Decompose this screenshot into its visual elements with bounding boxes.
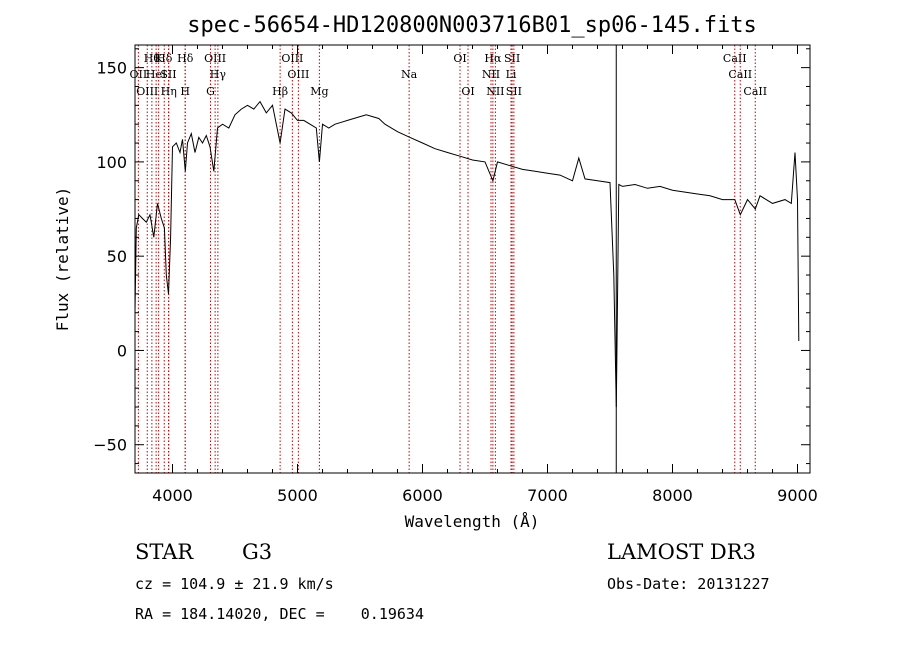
y-tick-label: −50 xyxy=(93,436,127,455)
reference-label: OI xyxy=(453,52,466,65)
y-tick-label: 50 xyxy=(107,247,127,266)
reference-lines xyxy=(137,45,756,473)
spectrum-line xyxy=(134,100,800,408)
plot-frame xyxy=(134,44,811,474)
reference-label: OIII xyxy=(136,85,158,98)
y-axis-ticks: −50 0 50 100 150 xyxy=(93,48,810,465)
y-tick-label: 150 xyxy=(96,59,127,78)
y-axis-label: Flux (relative) xyxy=(53,187,72,332)
reference-label: Hθ xyxy=(144,52,161,65)
reference-label: Hγ xyxy=(210,68,227,81)
class-label: STAR xyxy=(135,540,194,564)
reference-label: CaII xyxy=(723,52,747,65)
x-tick-label: 4000 xyxy=(152,486,193,505)
x-tick-label: 7000 xyxy=(527,486,568,505)
redshift-label: cz = 104.9 ± 21.9 km/s xyxy=(135,575,334,593)
reference-label: Hβ xyxy=(272,85,288,98)
reference-label: Li xyxy=(506,68,517,81)
reference-label: G xyxy=(206,85,215,98)
y-tick-label: 100 xyxy=(96,153,127,172)
reference-label: CaII xyxy=(728,68,752,81)
x-tick-label: 8000 xyxy=(652,486,693,505)
chart-title: spec-56654-HD120800N003716B01_sp06-145.f… xyxy=(187,13,757,38)
x-tick-label: 5000 xyxy=(277,486,318,505)
subclass-label: G3 xyxy=(242,540,273,564)
reference-label: Hδ xyxy=(177,52,194,65)
x-axis-label: Wavelength (Å) xyxy=(405,512,540,531)
reference-label: NII xyxy=(486,85,504,98)
reference-label: SII xyxy=(506,85,522,98)
reference-label: OI xyxy=(461,85,474,98)
x-tick-label: 6000 xyxy=(402,486,443,505)
reference-label: H xyxy=(180,85,190,98)
x-axis-ticks: 4000 5000 6000 7000 8000 9000 xyxy=(152,45,818,505)
reference-label: OIII xyxy=(281,52,303,65)
reference-label: Hη xyxy=(161,85,177,98)
reference-label: NII xyxy=(482,68,500,81)
reference-label: Hα xyxy=(484,52,502,65)
reference-label: Mg xyxy=(310,85,328,98)
reference-label: OIII xyxy=(204,52,226,65)
reference-label: Hδ xyxy=(156,52,173,65)
y-tick-label: 0 xyxy=(117,341,127,360)
reference-label: SII xyxy=(504,52,520,65)
reference-label: HeI xyxy=(146,68,166,81)
obs-date-label: Obs-Date: 20131227 xyxy=(607,575,770,593)
reference-label: CaII xyxy=(743,85,767,98)
reference-label: Na xyxy=(401,68,418,81)
reference-label: K xyxy=(155,52,164,65)
survey-label: LAMOST DR3 xyxy=(607,540,756,564)
reference-label: OIII xyxy=(287,68,309,81)
x-tick-label: 9000 xyxy=(777,486,818,505)
reference-label: OII xyxy=(130,68,148,81)
coordinates-label: RA = 184.14020, DEC = 0.19634 xyxy=(135,605,424,623)
reference-label: SII xyxy=(160,68,176,81)
